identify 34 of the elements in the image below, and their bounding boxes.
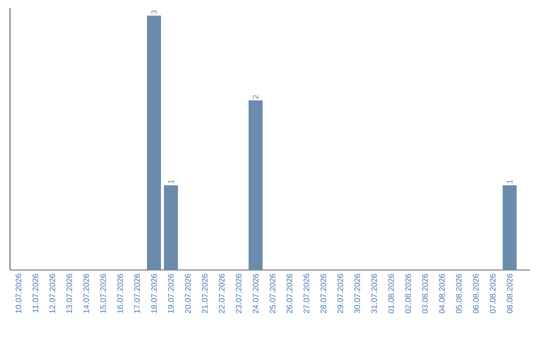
x-tick-label: 07.08.2026 bbox=[490, 274, 496, 314]
data-label: 3 bbox=[151, 10, 157, 14]
x-tick-label: 06.08.2026 bbox=[472, 274, 479, 314]
x-tick-label: 28.07.2026 bbox=[320, 274, 326, 314]
x-tick-label: 23.07.2026 bbox=[236, 274, 242, 314]
x-tick-label: 31.07.2026 bbox=[371, 274, 378, 314]
x-tick-label: 17.07.2026 bbox=[134, 274, 140, 313]
data-label: 1 bbox=[168, 180, 174, 184]
x-tick-label: 15.07.2026 bbox=[100, 274, 106, 313]
data-label: 2 bbox=[252, 95, 258, 99]
x-tick-label: 21.07.2026 bbox=[202, 274, 208, 314]
x-tick-label: 13.07.2026 bbox=[66, 274, 72, 313]
x-tick-label: 29.07.2026 bbox=[337, 274, 344, 314]
x-tick-label: 27.07.2026 bbox=[304, 274, 310, 314]
x-tick-label: 14.07.2026 bbox=[83, 274, 90, 313]
x-tick-label: 18.07.2026 bbox=[151, 274, 157, 313]
x-tick-label: 04.08.2026 bbox=[439, 274, 445, 314]
x-tick-label: 11.07.2026 bbox=[32, 274, 38, 312]
x-tick-label: 19.07.2026 bbox=[168, 274, 174, 313]
x-tick-label: 25.07.2026 bbox=[270, 274, 276, 314]
data-label: 1 bbox=[506, 180, 512, 184]
x-tick-label: 08.08.2026 bbox=[506, 274, 513, 314]
x-tick-label: 01.08.2026 bbox=[388, 274, 394, 314]
x-tick-label: 30.07.2026 bbox=[354, 274, 360, 314]
x-tick-label: 26.07.2026 bbox=[286, 274, 292, 314]
x-tick-label: 12.07.2026 bbox=[50, 274, 56, 313]
x-tick-label: 03.08.2026 bbox=[422, 274, 428, 314]
x-tick-label: 02.08.2026 bbox=[405, 274, 411, 314]
x-tick-label: 22.07.2026 bbox=[218, 274, 225, 314]
x-tick-label: 20.07.2026 bbox=[185, 274, 191, 314]
x-tick-label: 24.07.2026 bbox=[252, 274, 258, 314]
x-tick-label: 05.08.2026 bbox=[456, 274, 462, 314]
x-tick-label: 10.07.2026 bbox=[16, 274, 22, 313]
x-tick-label: 16.07.2026 bbox=[117, 274, 123, 313]
